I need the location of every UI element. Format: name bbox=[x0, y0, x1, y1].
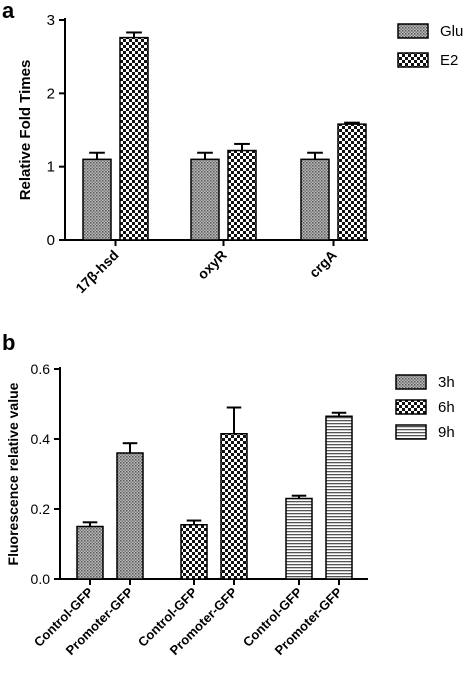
y-tick-label: 0.6 bbox=[31, 361, 51, 377]
bar bbox=[190, 158, 220, 241]
y-tick-label: 0.0 bbox=[31, 571, 51, 587]
legend-label: Glu bbox=[440, 23, 463, 40]
bar bbox=[300, 158, 330, 241]
bar bbox=[180, 524, 208, 580]
panel-letter-b: b bbox=[2, 330, 15, 355]
y-tick-label: 0 bbox=[47, 232, 55, 249]
bar bbox=[285, 497, 313, 580]
bar bbox=[220, 433, 248, 580]
y-tick-label: 1 bbox=[47, 159, 55, 176]
legend-swatch bbox=[395, 374, 427, 390]
x-tick-label: oxyR bbox=[194, 247, 230, 283]
legend-label: 9h bbox=[438, 424, 455, 441]
panel-letter-a: a bbox=[2, 0, 15, 23]
y-tick-label: 0.2 bbox=[31, 501, 51, 517]
panel-a: 0 1 2 3 Relative Fold Times 17β-hsd oxyR crgA Gl… bbox=[17, 12, 463, 296]
legend-swatch bbox=[395, 399, 427, 415]
bar bbox=[76, 525, 104, 580]
bar bbox=[227, 149, 257, 241]
bar bbox=[82, 158, 112, 241]
legend-label: 3h bbox=[438, 374, 455, 391]
x-tick-label: 17β-hsd bbox=[72, 247, 121, 296]
bar bbox=[325, 415, 353, 580]
bar bbox=[116, 452, 144, 580]
x-tick-label: crgA bbox=[306, 247, 340, 281]
y-tick-label: 2 bbox=[47, 85, 55, 102]
y-tick-label: 3 bbox=[47, 12, 55, 29]
legend-swatch bbox=[397, 23, 429, 39]
legend-swatch bbox=[395, 424, 427, 440]
y-axis-title: Relative Fold Times bbox=[17, 60, 34, 201]
y-tick-label: 0.4 bbox=[31, 431, 51, 447]
legend-label: E2 bbox=[440, 52, 458, 69]
legend-swatch bbox=[397, 52, 429, 68]
legend-label: 6h bbox=[438, 399, 455, 416]
bar bbox=[337, 123, 367, 241]
bar bbox=[119, 36, 149, 241]
y-axis-title: Fluorescence relative value bbox=[5, 382, 21, 565]
